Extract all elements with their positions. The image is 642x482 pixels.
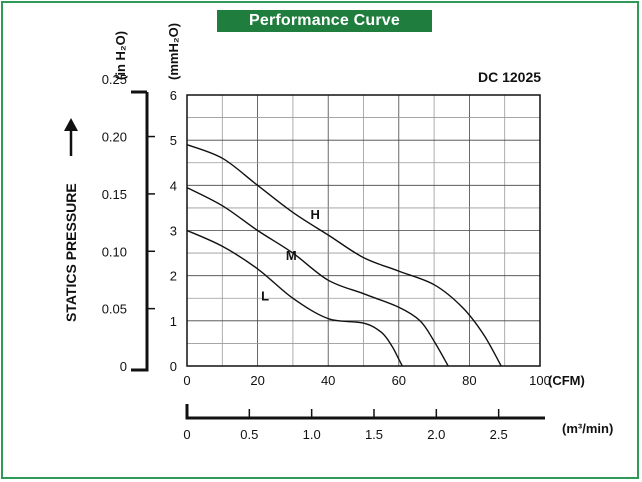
- model-label: DC 12025: [478, 69, 541, 85]
- y-tick-label-in: 0.15: [102, 187, 127, 202]
- page-title: Performance Curve: [217, 10, 432, 32]
- x-axis-label-cfm: (CFM): [548, 373, 585, 388]
- y-tick-label-mm: 0: [170, 359, 177, 374]
- x-axis-label-m3: (m³/min): [562, 421, 613, 436]
- x-tick-label: 100: [529, 373, 551, 388]
- series-label-m: M: [286, 248, 297, 263]
- inh2o-axis-bracket: [131, 90, 149, 372]
- m3-tick-label: 2.0: [427, 427, 445, 442]
- y-tick-label-mm: 2: [170, 269, 177, 284]
- y-tick-label-mm: 4: [170, 178, 177, 193]
- series-label-l: L: [261, 289, 269, 304]
- y-axis-title: STATICS PRESSURE: [63, 183, 79, 322]
- y-tick-label-mm: 3: [170, 224, 177, 239]
- m3-tick-label: 2.5: [490, 427, 508, 442]
- series-line-h: [186, 144, 502, 367]
- x-tick-label: 0: [183, 373, 190, 388]
- y-tick-label-in: 0.05: [102, 302, 127, 317]
- m3-axis-bracket: [185, 404, 545, 420]
- x-tick-label: 80: [462, 373, 476, 388]
- series-line-m: [186, 186, 449, 367]
- series-line-l: [186, 229, 403, 367]
- grid-lines: [187, 95, 540, 366]
- y-tick-label-in: 0.20: [102, 130, 127, 145]
- x-tick-label: 40: [321, 373, 335, 388]
- m3-tick-label: 1.0: [303, 427, 321, 442]
- y-tick-label-in: 0.10: [102, 244, 127, 259]
- y-axis-label-mmh2o: (mmH₂O): [166, 23, 181, 80]
- y-axis-label-inh2o: (in H₂O): [113, 31, 128, 80]
- m3-tick-label: 1.5: [365, 427, 383, 442]
- x-tick-label: 60: [392, 373, 406, 388]
- m3-tick-label: 0.5: [240, 427, 258, 442]
- y-tick-label-mm: 1: [170, 314, 177, 329]
- y-tick-label-mm: 6: [170, 88, 177, 103]
- y-tick-label-mm: 5: [170, 133, 177, 148]
- y-tick-label-in: 0.25: [102, 72, 127, 87]
- y-tick-label-in: 0: [120, 359, 127, 374]
- up-arrow-icon: [64, 118, 78, 156]
- series-label-h: H: [311, 207, 320, 222]
- m3-tick-label: 0: [183, 427, 190, 442]
- x-tick-label: 20: [250, 373, 264, 388]
